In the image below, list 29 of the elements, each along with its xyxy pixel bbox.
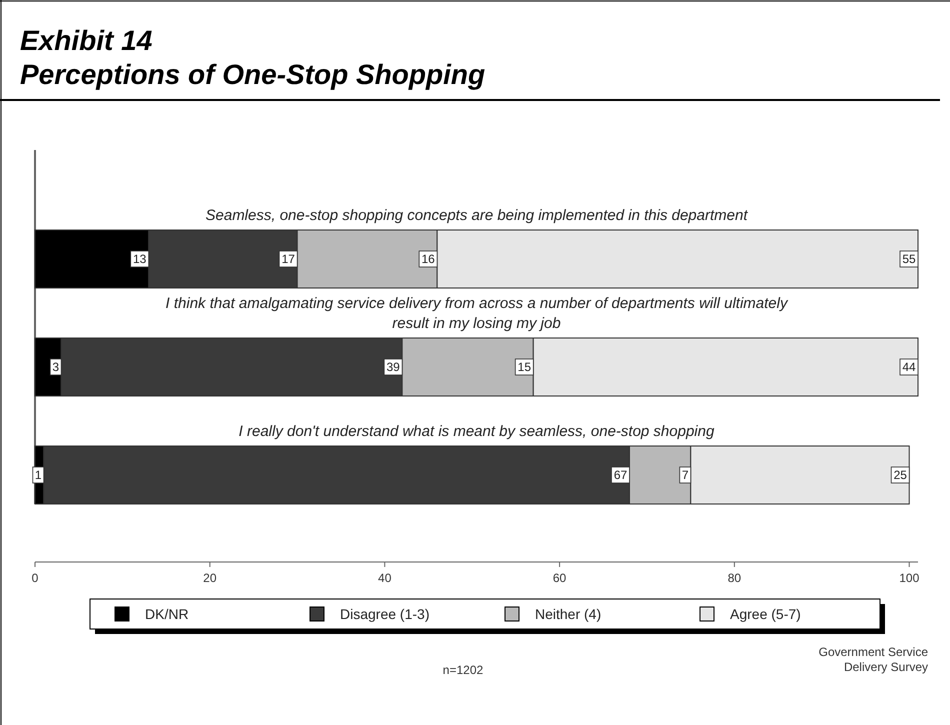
data-label: 1 bbox=[34, 468, 42, 482]
data-label: 25 bbox=[894, 468, 908, 482]
chart-subtitle: Perceptions of One-Stop Shopping bbox=[20, 59, 486, 90]
x-tick-label: 60 bbox=[552, 571, 567, 585]
x-tick-label: 80 bbox=[728, 571, 742, 585]
data-label: 44 bbox=[902, 360, 916, 374]
x-tick-label: 0 bbox=[32, 571, 39, 585]
y-tick-label: I think that amalgamating service delivery from across a number of departments will ultimately result in my losing my job bbox=[166, 295, 789, 332]
y-tick-label: Seamless, one-stop shopping concepts are being implemented in this department bbox=[206, 207, 748, 224]
data-label: 13 bbox=[132, 252, 147, 266]
data-label: 55 bbox=[902, 252, 916, 266]
text: Government Service Delivery Survey bbox=[818, 645, 928, 674]
x-tick-label: 40 bbox=[378, 571, 392, 585]
data-label: 39 bbox=[386, 360, 400, 374]
chart-title: Exhibit 14 bbox=[20, 25, 153, 56]
legend-label: DK/NR bbox=[145, 606, 189, 622]
data-label: 17 bbox=[282, 252, 296, 266]
data-label: 15 bbox=[518, 360, 532, 374]
y-tick-label: I really don't understand what is meant by seamless, one-stop shopping bbox=[238, 423, 715, 440]
data-label: 7 bbox=[682, 468, 689, 482]
x-tick-label: 20 bbox=[203, 571, 217, 585]
data-label: 67 bbox=[614, 468, 628, 482]
text: n=1202 bbox=[442, 663, 484, 677]
legend-label: Disagree (1-3) bbox=[340, 606, 430, 622]
legend-label: Agree (5-7) bbox=[730, 606, 801, 622]
data-label: 3 bbox=[52, 360, 60, 374]
data-label: 16 bbox=[421, 252, 436, 266]
legend-label: Neither (4) bbox=[535, 606, 602, 622]
x-tick-label: 100 bbox=[899, 571, 920, 585]
